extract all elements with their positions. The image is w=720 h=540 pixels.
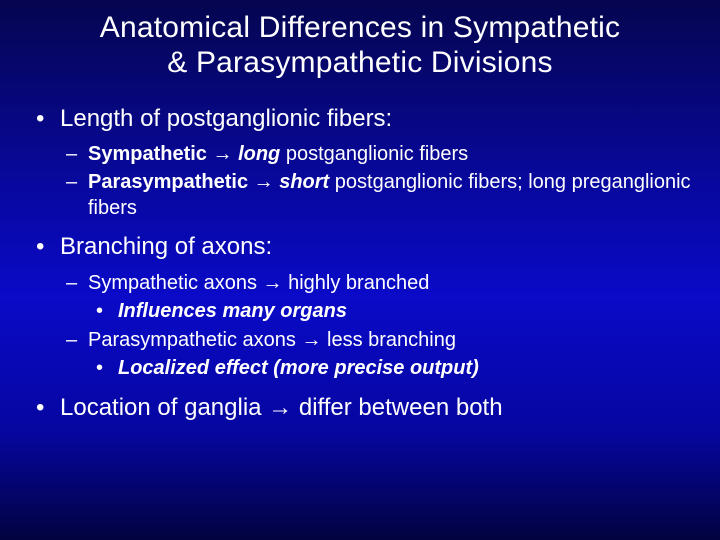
label-sympathetic: Sympathetic: [88, 143, 207, 165]
arrow-icon: →: [301, 329, 321, 351]
note-localized: Localized effect (more precise output): [118, 355, 696, 382]
note-list-parasympathetic: Localized effect (more precise output): [88, 355, 696, 382]
bullet-list: Length of postganglionic fibers: Sympath…: [24, 103, 696, 424]
sub-sympathetic-axons: Sympathetic axons → highly branched Infl…: [88, 270, 696, 325]
word-long: long: [238, 143, 280, 165]
note-list-sympathetic: Influences many organs: [88, 298, 696, 325]
note-localized-text: Localized effect (more precise output): [118, 357, 479, 379]
sub-parasympathetic-fibers: Parasympathetic → short postganglionic f…: [88, 169, 696, 221]
slide: Anatomical Differences in Sympathetic & …: [0, 0, 720, 540]
ganglia-text-2: differ between both: [299, 394, 503, 421]
label-parasympathetic: Parasympathetic: [88, 171, 248, 193]
sublist-branching: Sympathetic axons → highly branched Infl…: [60, 270, 696, 382]
sub-parasympathetic-axons: Parasympathetic axons → less branching L…: [88, 327, 696, 382]
bullet-fiber-length-text: Length of postganglionic fibers:: [60, 105, 392, 132]
slide-title: Anatomical Differences in Sympathetic & …: [24, 10, 696, 81]
text-highly-branched: highly branched: [288, 272, 429, 294]
note-many-organs-text: Influences many organs: [118, 300, 347, 322]
rest-sympathetic: postganglionic fibers: [280, 143, 468, 165]
arrow-icon: →: [254, 171, 274, 193]
bullet-branching: Branching of axons: Sympathetic axons → …: [60, 231, 696, 381]
ganglia-text-1: Location of ganglia: [60, 394, 262, 421]
bullet-ganglia-location: Location of ganglia → differ between bot…: [60, 392, 696, 424]
title-line-1: Anatomical Differences in Sympathetic: [100, 11, 620, 44]
bullet-fiber-length: Length of postganglionic fibers: Sympath…: [60, 103, 696, 221]
sub-sympathetic-fibers: Sympathetic → long postganglionic fibers: [88, 141, 696, 167]
text-less-branching: less branching: [327, 329, 456, 351]
text-sympathetic-axons: Sympathetic axons: [88, 272, 257, 294]
word-short: short: [279, 171, 329, 193]
text-parasympathetic-axons: Parasympathetic axons: [88, 329, 296, 351]
title-line-2: & Parasympathetic Divisions: [167, 46, 553, 79]
sublist-fiber-length: Sympathetic → long postganglionic fibers…: [60, 141, 696, 221]
bullet-branching-text: Branching of axons:: [60, 233, 272, 260]
note-many-organs: Influences many organs: [118, 298, 696, 325]
arrow-icon: →: [268, 394, 292, 421]
arrow-icon: →: [263, 272, 283, 294]
arrow-icon: →: [213, 143, 233, 165]
